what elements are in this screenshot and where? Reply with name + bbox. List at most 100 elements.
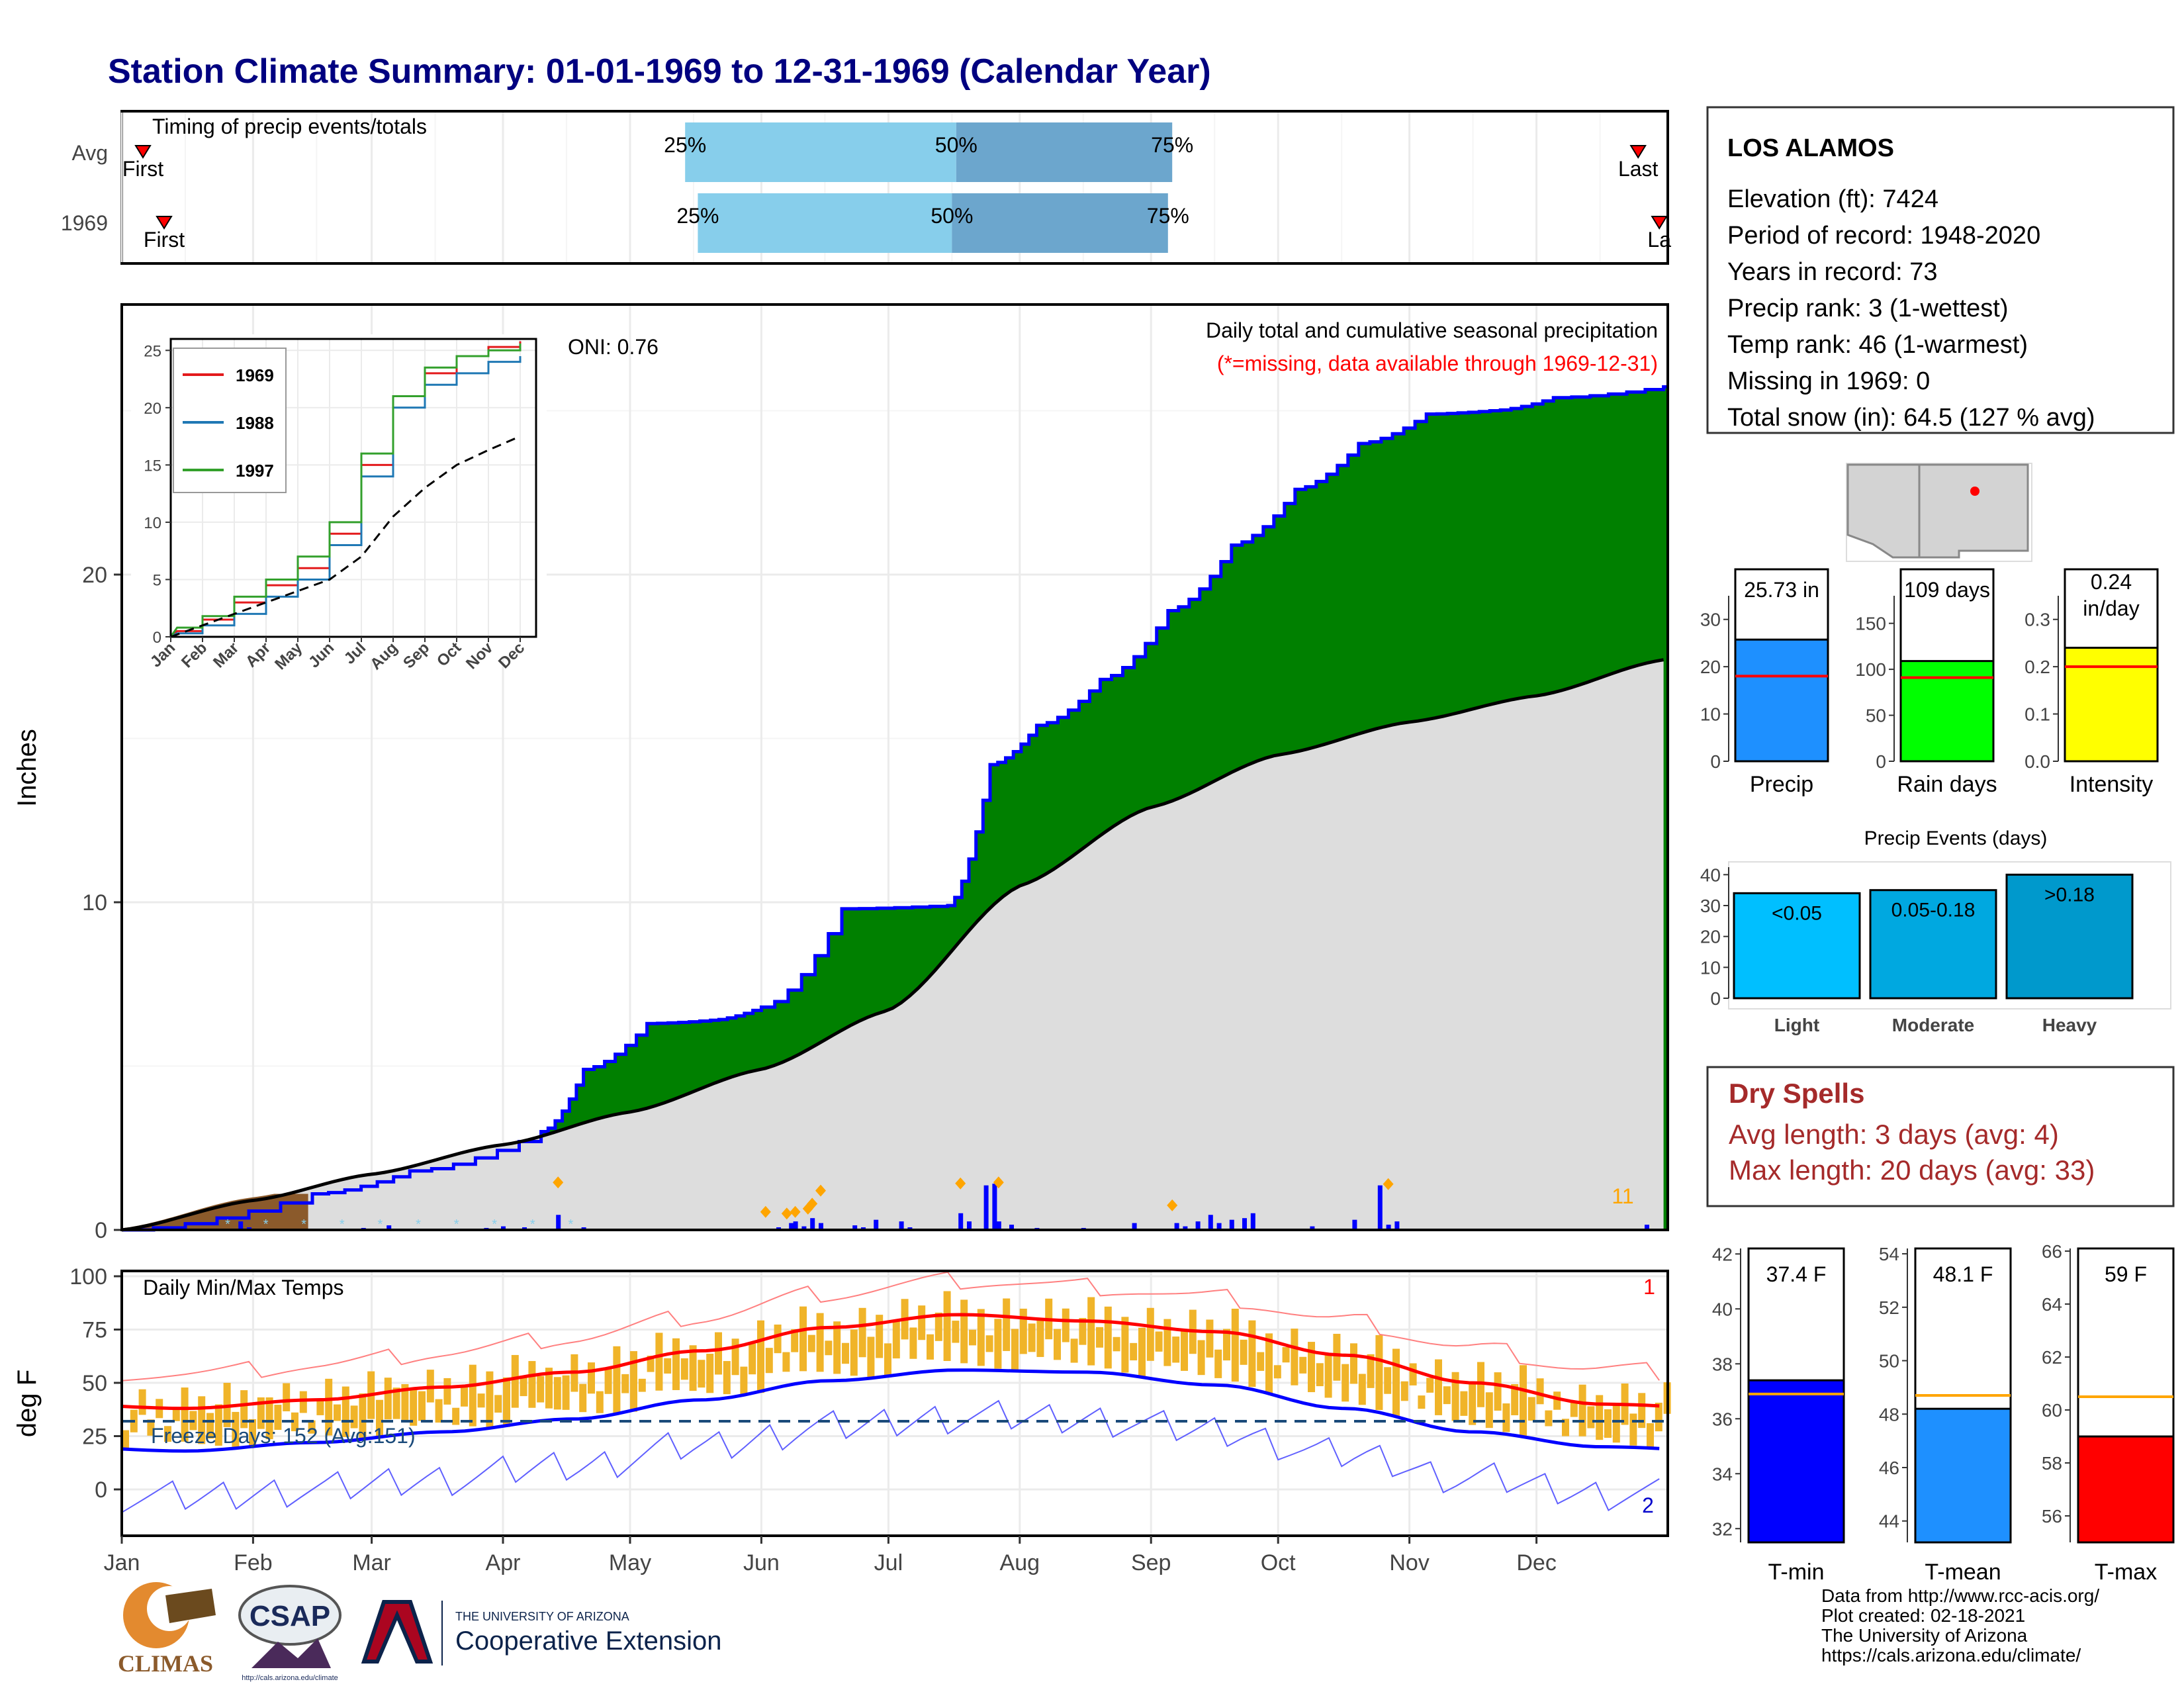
daily-temp-bar [1181, 1329, 1188, 1371]
month-label: Dec [1516, 1550, 1556, 1575]
events-bar-label: 0.05-0.18 [1891, 900, 1976, 921]
heavy-day-marker [1383, 1178, 1394, 1190]
daily-temp-bar [579, 1383, 587, 1413]
dry-spells: Dry Spells Avg length: 3 days (avg: 4) M… [1706, 1066, 2175, 1207]
daily-temp-bar [1104, 1306, 1112, 1369]
average-cumulative-line [121, 658, 1664, 1232]
events-category-label: Moderate [1892, 1015, 1974, 1035]
daily-temp-bar [1316, 1363, 1324, 1387]
record-low-count: 2 [1642, 1493, 1654, 1517]
daily-precip-bar [501, 1226, 506, 1230]
temp-chart-title: Daily Min/Max Temps [143, 1276, 343, 1299]
daily-temp-bar [1502, 1403, 1510, 1432]
daily-precip-bar [1250, 1213, 1255, 1230]
heavy-days-count: 11 [1612, 1184, 1633, 1208]
temp-y-tick-label: 75 [82, 1318, 107, 1343]
heavy-day-marker [1167, 1199, 1178, 1211]
logo-csap: CSAP http://cals.arizona.edu/climate [238, 1585, 341, 1682]
snow-day-marker: * [454, 1217, 459, 1232]
daily-temp-bar [876, 1315, 884, 1358]
summary-value-label: 25.73 in [1744, 578, 1819, 602]
snow-day-marker: * [225, 1217, 230, 1232]
daily-temp-bar [1273, 1365, 1281, 1379]
month-label: Feb [234, 1550, 273, 1575]
timing-bar-q1-1969 [698, 193, 952, 253]
station-line-missing: Missing in 1969: 0 [1727, 367, 1930, 395]
dry-spells-box [1706, 1066, 2175, 1207]
daily-temp-bar [435, 1399, 443, 1423]
summary-value-label: 109 days [1904, 578, 1990, 602]
daily-temp-bar [1392, 1348, 1400, 1417]
first-event-label: First [144, 228, 185, 252]
daily-temp-bar [969, 1329, 976, 1346]
daily-temp-bar [138, 1389, 146, 1415]
summary-y-tick-label: 100 [1855, 659, 1886, 680]
temp-summary-value: 37.4 F [1766, 1262, 1827, 1286]
daily-temp-bar [257, 1397, 265, 1429]
daily-temp-bar [1197, 1340, 1205, 1376]
snow-day-marker: * [416, 1217, 421, 1232]
daily-temp-bar [1638, 1393, 1646, 1429]
daily-temp-bar [503, 1377, 510, 1427]
precip-frame [120, 303, 1669, 1231]
daily-precip-bar [793, 1221, 798, 1230]
temp-summary-t-min: 32 34 36 38 40 42 37.4 F T-min [1712, 1244, 1845, 1585]
last-event-marker [1651, 216, 1668, 230]
events-bar-moderate [1869, 889, 1997, 1000]
precip-chart-title: Daily total and cumulative seasonal prec… [1206, 318, 1658, 342]
daily-temp-bar [172, 1408, 180, 1421]
temp-y-tick-label: 0 [95, 1477, 107, 1503]
daily-temp-bar [1036, 1319, 1044, 1357]
temp-y-tick-label: 25 [82, 1425, 107, 1450]
daily-temp-bar [638, 1378, 646, 1392]
daily-temp-bar [842, 1342, 849, 1364]
daily-temp-bar [689, 1345, 697, 1391]
events-y-tick-label: 30 [1700, 896, 1721, 916]
month-label: Aug [1000, 1550, 1040, 1575]
daily-temp-bar [927, 1334, 934, 1360]
daily-temp-bar [452, 1407, 460, 1425]
daily-temp-bar [1443, 1386, 1451, 1405]
inset-frame [169, 338, 537, 638]
daily-precip-bar [1009, 1225, 1014, 1230]
daily-temp-bar [308, 1420, 316, 1434]
daily-temp-bar [1011, 1329, 1019, 1372]
daily-temp-bar [698, 1360, 705, 1388]
daily-precip-bar [967, 1221, 972, 1230]
daily-temp-bar [1146, 1307, 1154, 1361]
inset-y-tick-label: 10 [144, 514, 161, 532]
logo-ua-extension: THE UNIVERSITY OF ARIZONA Cooperative Ex… [361, 1600, 721, 1665]
daily-temp-bar [520, 1376, 527, 1397]
daily-temp-bar [1291, 1329, 1298, 1385]
daily-precip-bar [819, 1223, 823, 1230]
events-bar-label: >0.18 [2044, 884, 2095, 906]
temp-summary-tick-label: 48 [1879, 1404, 1899, 1425]
temp-axes: 0 25 50 75 100 [69, 1264, 122, 1503]
record-min-line [121, 1399, 1660, 1513]
daily-precip-bar [1377, 1185, 1383, 1230]
daily-temp-bar [647, 1356, 655, 1372]
events-y-tick-label: 0 [1710, 988, 1721, 1009]
daily-temp-bar [655, 1333, 663, 1391]
temp-summary-tick-label: 42 [1712, 1244, 1733, 1264]
credit-university: The University of Arizona [1821, 1625, 2028, 1646]
daily-temp-bar [1019, 1308, 1027, 1354]
daily-precip-bar [810, 1218, 815, 1230]
heavy-day-marker [993, 1176, 1004, 1189]
daily-temp-bar [1342, 1364, 1349, 1402]
daily-temp-bar [1629, 1413, 1637, 1446]
daily-temp-bar [782, 1352, 790, 1372]
daily-temp-bar [291, 1412, 298, 1432]
map-state-new-mexico [1918, 463, 2029, 559]
daily-temp-bar [825, 1340, 833, 1356]
summary-bar-label: Intensity [2070, 772, 2154, 797]
daily-temp-bar [1367, 1354, 1375, 1388]
inset-legend-box [173, 348, 287, 493]
temp-summary-fill [1914, 1407, 2012, 1544]
daily-temp-bar [1570, 1402, 1578, 1417]
average-cumulative-area [122, 659, 1664, 1230]
credit-website: https://cals.arizona.edu/climate/ [1821, 1645, 2081, 1665]
daily-precip-bar [1352, 1219, 1357, 1230]
timing-panel: 25% 50% 75% First Last 25% 50% 75% First La Timin… [61, 110, 1671, 265]
